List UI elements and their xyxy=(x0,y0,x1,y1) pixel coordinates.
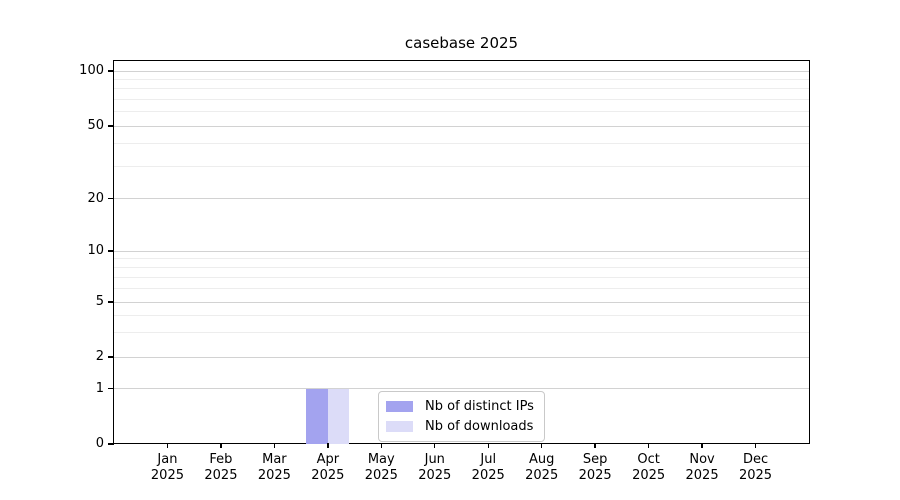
x-label-year: 2025 xyxy=(525,467,559,483)
major-gridline xyxy=(114,125,809,127)
minor-gridline xyxy=(114,165,809,167)
major-gridline xyxy=(114,250,809,252)
minor-gridline xyxy=(114,111,809,113)
x-label-month: Oct xyxy=(637,452,660,467)
x-axis-tick xyxy=(380,443,382,448)
y-axis-tick xyxy=(108,387,114,390)
y-axis-tick xyxy=(108,70,114,72)
x-axis-tick-label: Oct 2025 xyxy=(617,452,681,483)
x-label-year: 2025 xyxy=(578,467,612,483)
legend: Nb of distinct IPs Nb of downloads xyxy=(378,391,545,442)
bar-downloads xyxy=(327,388,350,444)
x-label-month: May xyxy=(367,452,395,467)
x-axis-tick-label: Jan 2025 xyxy=(135,452,199,483)
legend-item-downloads: Nb of downloads xyxy=(386,419,534,434)
x-label-year: 2025 xyxy=(738,467,773,483)
minor-gridline xyxy=(114,143,809,145)
x-label-year: 2025 xyxy=(257,467,291,483)
y-axis-tick xyxy=(108,197,114,200)
chart-title: casebase 2025 xyxy=(404,34,519,52)
y-axis-tick xyxy=(108,125,114,127)
x-axis-tick xyxy=(754,443,757,448)
x-label-year: 2025 xyxy=(364,467,398,483)
major-gridline xyxy=(114,356,809,358)
x-label-year: 2025 xyxy=(632,467,666,483)
x-axis-tick xyxy=(540,443,543,448)
x-label-month: Jan xyxy=(157,452,178,467)
x-label-year: 2025 xyxy=(150,467,184,483)
plot-area: Nb of distinct IPs Nb of downloads 0 1 2 5 1… xyxy=(79,60,810,483)
x-label-month: Aug xyxy=(528,452,555,467)
minor-gridline xyxy=(114,258,809,260)
x-axis-tick-label: Mar 2025 xyxy=(242,452,306,483)
x-axis-tick xyxy=(273,443,276,448)
major-gridline xyxy=(114,70,809,72)
x-axis-tick xyxy=(647,443,650,448)
y-axis-tick-label: 5 xyxy=(95,294,104,309)
x-axis-tick xyxy=(487,443,489,448)
x-axis-tick-label: Sep 2025 xyxy=(563,452,627,483)
bar-distinct-ips xyxy=(306,388,328,444)
x-axis-tick-label: Dec 2025 xyxy=(724,452,788,483)
x-label-month: Jul xyxy=(480,452,497,467)
y-axis-tick-label: 10 xyxy=(87,243,104,258)
x-axis-tick-label: Jul 2025 xyxy=(456,452,520,483)
x-axis-tick-label: May 2025 xyxy=(349,452,413,483)
x-axis-tick xyxy=(327,443,329,448)
x-axis-tick-label: Feb 2025 xyxy=(189,452,253,483)
x-label-month: Jun xyxy=(424,452,445,467)
x-label-month: Mar xyxy=(262,452,287,467)
x-label-month: Dec xyxy=(742,452,769,467)
y-axis-tick-label: 50 xyxy=(87,118,104,133)
minor-gridline xyxy=(114,314,809,316)
y-axis-tick-label: 2 xyxy=(95,349,104,364)
x-label-month: Apr xyxy=(316,452,340,467)
legend-label-distinct-ips: Nb of distinct IPs xyxy=(425,399,534,414)
y-axis-tick xyxy=(108,443,114,445)
x-label-year: 2025 xyxy=(685,467,719,483)
major-gridline xyxy=(114,388,809,389)
minor-gridline xyxy=(114,288,809,290)
y-axis-tick xyxy=(108,301,114,303)
x-label-month: Feb xyxy=(209,452,233,467)
minor-gridline xyxy=(114,276,809,278)
major-gridline xyxy=(114,301,809,303)
x-axis-tick xyxy=(220,443,222,448)
x-label-year: 2025 xyxy=(204,467,238,483)
minor-gridline xyxy=(114,332,809,334)
x-label-month: Sep xyxy=(582,452,608,467)
y-axis-tick-label: 100 xyxy=(79,63,104,78)
x-axis-tick-label: Jun 2025 xyxy=(403,452,467,483)
x-label-year: 2025 xyxy=(311,467,345,483)
y-axis-tick xyxy=(108,356,114,358)
minor-gridline xyxy=(114,266,809,268)
major-gridline xyxy=(114,198,809,199)
x-axis-tick xyxy=(166,443,169,448)
x-axis-tick xyxy=(701,443,703,448)
y-axis-tick xyxy=(108,250,114,252)
minor-gridline xyxy=(114,88,809,90)
x-axis-tick-label: Apr 2025 xyxy=(296,452,360,483)
x-label-year: 2025 xyxy=(471,467,505,483)
legend-swatch-distinct-ips xyxy=(386,401,413,412)
legend-item-distinct-ips: Nb of distinct IPs xyxy=(386,399,534,414)
minor-gridline xyxy=(114,78,809,80)
x-label-month: Nov xyxy=(689,452,715,467)
y-axis-tick-label: 0 xyxy=(95,436,104,451)
y-axis-tick-label: 20 xyxy=(87,190,104,206)
minor-gridline xyxy=(114,98,809,100)
legend-swatch-downloads xyxy=(386,421,413,432)
legend-label-downloads: Nb of downloads xyxy=(425,419,534,434)
x-axis-tick-label: Aug 2025 xyxy=(510,452,574,483)
x-axis-tick-label: Nov 2025 xyxy=(670,452,734,483)
x-axis-tick xyxy=(434,443,436,448)
x-label-year: 2025 xyxy=(418,467,452,483)
x-axis-tick xyxy=(594,443,596,448)
y-axis-tick-label: 1 xyxy=(95,380,104,396)
